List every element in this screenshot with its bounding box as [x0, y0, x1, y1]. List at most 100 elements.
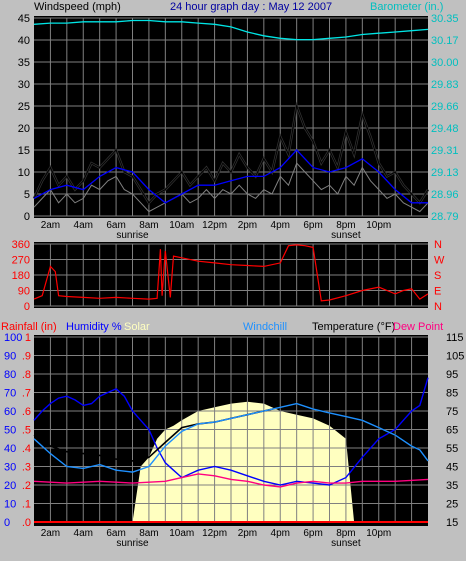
x-tick-label: 4pm — [271, 220, 290, 231]
temperature-axis: 15 25 35 45 55 65 75 85 95 105 115 — [446, 332, 464, 529]
climate-panel-x-axis: 2am 4am 6am 8am 10am 12pm 2pm 4pm 6pm 8pm 10pm sunr… — [41, 528, 392, 549]
x-tick-label: 10pm — [366, 220, 391, 231]
climate-panel-series — [33, 377, 429, 523]
direction-panel-series — [33, 244, 429, 302]
compass-label: W — [434, 255, 445, 267]
sunrise-label: sunrise — [116, 230, 149, 241]
y2-tick-label: 29.31 — [431, 145, 459, 157]
dewpoint-label: Dew Point — [393, 321, 443, 333]
rain-tick-label: 1 — [25, 332, 31, 344]
y2-tick-label: 29.13 — [431, 167, 459, 179]
sunset-label: sunset — [331, 230, 361, 241]
rain-tick-label: .0 — [22, 517, 31, 529]
x-tick-label: 12pm — [202, 528, 227, 539]
rain-tick-label: .3 — [22, 462, 31, 474]
humidity-tick-label: 0 — [4, 517, 10, 529]
temperature-tick-label: 75 — [446, 406, 458, 418]
x-tick-label: 8pm — [336, 528, 355, 539]
compass-label: N — [434, 301, 442, 313]
solar-label: Solar — [124, 321, 150, 333]
x-tick-label: 2am — [41, 220, 60, 231]
rain-tick-label: .4 — [22, 443, 31, 455]
rain-tick-label: .2 — [22, 480, 31, 492]
y-tick-label: 0 — [24, 211, 30, 223]
rain-tick-label: .9 — [22, 351, 31, 363]
x-tick-label: 10pm — [366, 528, 391, 539]
x-tick-label: 4am — [74, 528, 93, 539]
humidity-tick-label: 100 — [4, 332, 22, 344]
humidity-tick-label: 50 — [4, 425, 16, 437]
rainfall-label: Rainfall (in) — [1, 321, 57, 333]
compass-label: S — [434, 270, 441, 282]
y-tick-label: 45 — [18, 13, 30, 25]
series-windchill — [33, 402, 429, 473]
temperature-tick-label: 35 — [446, 480, 458, 492]
x-tick-label: 2pm — [238, 220, 257, 231]
series-wind-speed — [33, 162, 429, 213]
direction-panel-y-axis: 0 90 180 270 360 — [12, 239, 30, 313]
temperature-tick-label: 15 — [446, 517, 458, 529]
temperature-tick-label: 65 — [446, 425, 458, 437]
x-tick-label: 10am — [169, 220, 194, 231]
y2-tick-label: 29.48 — [431, 123, 459, 135]
y2-tick-label: 30.35 — [431, 13, 459, 25]
windchill-label: Windchill — [243, 321, 287, 333]
graph-title: 24 hour graph day : May 12 2007 — [170, 1, 332, 13]
x-tick-label: 6pm — [303, 220, 322, 231]
x-tick-label: 8am — [139, 220, 158, 231]
y-tick-label: 10 — [18, 167, 30, 179]
humidity-tick-label: 60 — [4, 406, 16, 418]
wind-panel-y-axis: 0 5 10 15 20 25 30 35 40 45 — [18, 13, 30, 223]
rain-tick-label: .6 — [22, 406, 31, 418]
direction-tick-label: 0 — [24, 301, 30, 313]
rain-tick-label: .8 — [22, 369, 31, 381]
wind-panel-y2-axis: 28.79 28.96 29.13 29.31 29.48 29.66 29.83 30.00… — [431, 13, 459, 223]
direction-panel-grid — [34, 243, 428, 307]
compass-label: E — [434, 286, 441, 298]
humidity-tick-label: 80 — [4, 369, 16, 381]
humidity-axis: 0 10 20 30 40 50 60 70 80 90 100 — [4, 332, 22, 529]
direction-tick-label: 90 — [18, 286, 30, 298]
x-tick-label: 8pm — [336, 220, 355, 231]
y-tick-label: 25 — [18, 101, 30, 113]
humidity-tick-label: 90 — [4, 351, 16, 363]
y-tick-label: 5 — [24, 189, 30, 201]
series-dew-point — [33, 473, 429, 488]
humidity-tick-label: 70 — [4, 388, 16, 400]
wind-panel-x-axis: 2am 4am 6am 8am 10am 12pm 2pm 4pm 6pm 8pm 10pm sunr… — [41, 220, 392, 241]
temperature-tick-label: 45 — [446, 462, 458, 474]
barometer-label: Barometer (in.) — [370, 1, 443, 13]
direction-tick-label: 180 — [12, 270, 30, 282]
series-humidity- — [33, 377, 429, 486]
temperature-tick-label: 115 — [446, 332, 464, 344]
rain-tick-label: .7 — [22, 388, 31, 400]
x-tick-label: 6pm — [303, 528, 322, 539]
x-tick-label: 4am — [74, 220, 93, 231]
humidity-tick-label: 20 — [4, 480, 16, 492]
y2-tick-label: 28.96 — [431, 189, 459, 201]
x-tick-label: 8am — [139, 528, 158, 539]
y2-tick-label: 30.00 — [431, 57, 459, 69]
temperature-tick-label: 85 — [446, 388, 458, 400]
temperature-tick-label: 55 — [446, 443, 458, 455]
series-wind-average — [33, 149, 428, 204]
rain-tick-label: .1 — [22, 499, 31, 511]
y-tick-label: 35 — [18, 57, 30, 69]
x-tick-label: 2am — [41, 528, 60, 539]
humidity-tick-label: 40 — [4, 443, 16, 455]
y-tick-label: 40 — [18, 35, 30, 47]
wind-panel-series — [32, 19, 430, 213]
x-tick-label: 4pm — [271, 528, 290, 539]
y2-tick-label: 29.83 — [431, 79, 459, 91]
x-tick-label: 6am — [106, 220, 125, 231]
series-wind-direction — [33, 244, 429, 302]
temperature-tick-label: 25 — [446, 499, 458, 511]
y2-tick-label: 28.79 — [431, 211, 459, 223]
y-tick-label: 20 — [18, 123, 30, 135]
y-tick-label: 15 — [18, 145, 30, 157]
x-tick-label: 6am — [106, 528, 125, 539]
compass-label: N — [434, 239, 442, 251]
